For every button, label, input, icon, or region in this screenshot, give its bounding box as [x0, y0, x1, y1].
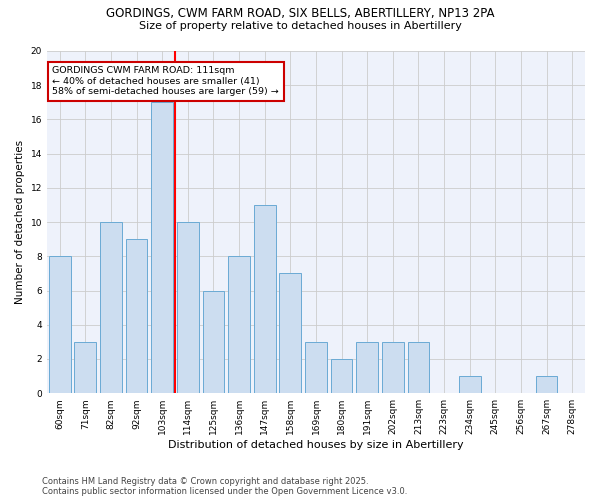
Bar	[382, 342, 404, 393]
Bar	[536, 376, 557, 393]
Bar	[74, 342, 96, 393]
Bar	[203, 290, 224, 393]
Y-axis label: Number of detached properties: Number of detached properties	[15, 140, 25, 304]
Bar	[177, 222, 199, 393]
Bar	[126, 239, 148, 393]
Bar	[407, 342, 430, 393]
Bar	[151, 102, 173, 393]
Bar	[228, 256, 250, 393]
X-axis label: Distribution of detached houses by size in Abertillery: Distribution of detached houses by size …	[168, 440, 464, 450]
Bar	[356, 342, 378, 393]
Bar	[49, 256, 71, 393]
Text: Contains HM Land Registry data © Crown copyright and database right 2025.
Contai: Contains HM Land Registry data © Crown c…	[42, 476, 407, 496]
Text: GORDINGS CWM FARM ROAD: 111sqm
← 40% of detached houses are smaller (41)
58% of : GORDINGS CWM FARM ROAD: 111sqm ← 40% of …	[52, 66, 279, 96]
Text: Size of property relative to detached houses in Abertillery: Size of property relative to detached ho…	[139, 21, 461, 31]
Bar	[100, 222, 122, 393]
Bar	[305, 342, 327, 393]
Bar	[280, 274, 301, 393]
Bar	[459, 376, 481, 393]
Bar	[331, 359, 352, 393]
Bar	[254, 205, 275, 393]
Text: GORDINGS, CWM FARM ROAD, SIX BELLS, ABERTILLERY, NP13 2PA: GORDINGS, CWM FARM ROAD, SIX BELLS, ABER…	[106, 8, 494, 20]
